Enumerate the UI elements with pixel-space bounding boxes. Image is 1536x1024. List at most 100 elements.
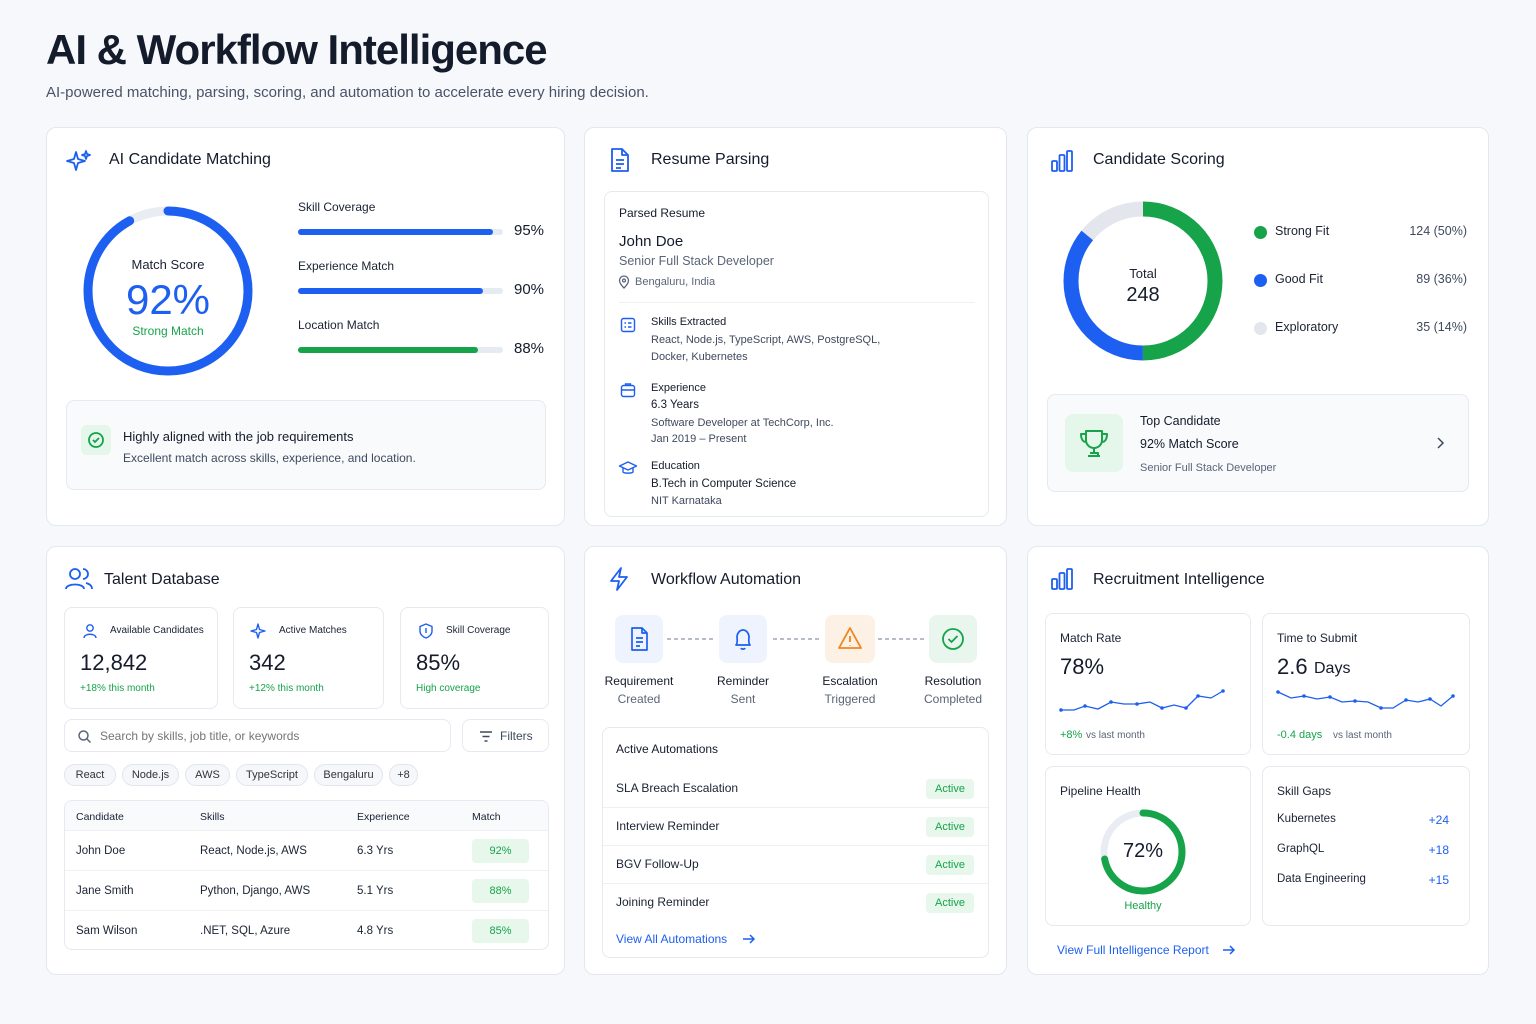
step-label: Resolution xyxy=(924,674,982,688)
match-score-label: Match Score xyxy=(131,257,205,272)
progress-fill xyxy=(298,347,479,353)
match-score-status: Strong Match xyxy=(132,324,204,338)
resume-parsing-card: Resume Parsing Parsed Resume John Doe Se… xyxy=(584,127,1007,526)
column-header: Skills xyxy=(200,811,225,823)
bar-chart-icon xyxy=(1051,150,1073,172)
stat-sub: +18% this month xyxy=(80,683,155,694)
tag-chip[interactable]: Bengaluru xyxy=(314,764,383,786)
skill-gap-value: +15 xyxy=(1428,873,1449,887)
table-row[interactable]: Sam Wilson .NET, SQL, Azure 4.8 Yrs 85% xyxy=(65,911,548,949)
pipeline-value: 72% xyxy=(1122,840,1164,862)
metric-label: Skill Gaps xyxy=(1277,784,1332,798)
column-header: Candidate xyxy=(76,811,124,823)
time-to-submit-card: Time to Submit 2.6 Days -0.4 days vs las… xyxy=(1262,613,1470,755)
tag-chip[interactable]: AWS xyxy=(185,764,230,786)
document-icon xyxy=(615,615,663,663)
card-title: Talent Database xyxy=(104,571,220,588)
bar-value: 88% xyxy=(514,340,545,357)
bar-value: 95% xyxy=(514,222,545,239)
progress-bar xyxy=(298,229,503,235)
automation-row[interactable]: Interview Reminder Active xyxy=(603,808,988,846)
ai-matching-card: AI Candidate Matching Match Score 92% St… xyxy=(46,127,565,526)
automation-row[interactable]: Joining Reminder Active xyxy=(603,884,988,922)
candidate-scoring-card: Candidate Scoring Total 248 Strong Fit 12… xyxy=(1027,127,1489,526)
filter-icon xyxy=(480,731,492,742)
filters-label: Filters xyxy=(500,729,533,743)
stat-active-matches: Active Matches 342 +12% this month xyxy=(233,607,384,709)
user-icon xyxy=(83,624,97,639)
chevron-right-icon[interactable] xyxy=(1434,435,1446,451)
metric-label: Time to Submit xyxy=(1277,631,1358,645)
insight-title: Highly aligned with the job requirements xyxy=(123,429,354,444)
automation-row[interactable]: SLA Breach Escalation Active xyxy=(603,770,988,808)
arrow-right-icon[interactable] xyxy=(742,933,756,945)
card-title: Workflow Automation xyxy=(651,571,801,588)
pipeline-status: Healthy xyxy=(1124,900,1162,912)
status-badge: Active xyxy=(926,779,974,799)
cell-skills: .NET, SQL, Azure xyxy=(200,925,291,937)
cell-skills: Python, Django, AWS xyxy=(200,885,311,897)
page-title: AI & Workflow Intelligence xyxy=(46,26,548,73)
bar-label: Skill Coverage xyxy=(298,200,376,214)
automation-name: Joining Reminder xyxy=(616,895,710,909)
page-subtitle: AI-powered matching, parsing, scoring, a… xyxy=(46,84,649,101)
step-label: Reminder xyxy=(716,674,770,688)
automation-row[interactable]: BGV Follow-Up Active xyxy=(603,846,988,884)
automation-name: SLA Breach Escalation xyxy=(616,781,739,795)
top-candidate-card[interactable]: Top Candidate 92% Match Score Senior Ful… xyxy=(1047,394,1469,492)
candidate-location: Bengaluru, India xyxy=(635,276,716,288)
panel-label: Parsed Resume xyxy=(619,206,706,220)
donut-segment-good-fit xyxy=(1063,201,1223,361)
status-badge: Active xyxy=(926,893,974,913)
filters-button[interactable]: Filters xyxy=(462,719,549,752)
cell-experience: 6.3 Yrs xyxy=(357,845,394,857)
lightning-icon xyxy=(610,567,628,591)
match-badge: 88% xyxy=(472,879,529,903)
insight-desc: Excellent match across skills, experienc… xyxy=(123,451,416,465)
skill-gap-name: Data Engineering xyxy=(1277,873,1366,885)
table-row[interactable]: Jane Smith Python, Django, AWS 5.1 Yrs 88% xyxy=(65,871,548,911)
legend-label: Exploratory xyxy=(1275,320,1339,334)
search-input[interactable] xyxy=(100,727,440,745)
experience-label: Experience xyxy=(651,382,707,394)
match-badge: 92% xyxy=(472,839,529,863)
graduation-cap-icon xyxy=(618,461,638,474)
experience-years: 6.3 Years xyxy=(651,399,699,411)
view-all-automations-link[interactable]: View All Automations xyxy=(616,932,728,946)
card-title: Recruitment Intelligence xyxy=(1093,571,1265,588)
skills-line-1: React, Node.js, TypeScript, AWS, Postgre… xyxy=(651,334,881,346)
skill-gaps-card: Skill Gaps Kubernetes +24 GraphQL +18 Data E… xyxy=(1262,766,1470,926)
search-bar[interactable] xyxy=(64,719,451,752)
arrow-right-icon[interactable] xyxy=(1222,944,1236,956)
legend-value: 89 (36%) xyxy=(1416,272,1467,286)
tag-chip[interactable]: Node.js xyxy=(122,764,179,786)
experience-dates: Jan 2019 – Present xyxy=(651,433,747,445)
workflow-automation-card: Workflow Automation Requirement Created Re… xyxy=(584,546,1007,975)
metric-delta-suffix: vs last month xyxy=(1333,730,1392,741)
tag-more-chip[interactable]: +8 xyxy=(389,764,418,786)
skill-gap-value: +18 xyxy=(1428,843,1449,857)
recruitment-intelligence-card: Recruitment Intelligence Match Rate 78% … xyxy=(1027,546,1489,975)
total-value: 248 xyxy=(1126,284,1160,306)
legend-value: 35 (14%) xyxy=(1416,320,1467,334)
tag-chip[interactable]: TypeScript xyxy=(236,764,308,786)
automation-name: BGV Follow-Up xyxy=(616,857,699,871)
progress-bar xyxy=(298,288,503,294)
shield-icon xyxy=(419,623,433,639)
legend-dot xyxy=(1254,226,1267,239)
total-label: Total xyxy=(1129,266,1157,281)
bell-icon xyxy=(719,615,767,663)
active-automations-title: Active Automations xyxy=(616,742,719,756)
top-candidate-role: Senior Full Stack Developer xyxy=(1140,462,1277,474)
bar-label: Experience Match xyxy=(298,259,395,273)
progress-fill xyxy=(298,229,493,235)
metric-value: 78% xyxy=(1060,654,1105,679)
briefcase-icon xyxy=(620,383,636,398)
view-intelligence-report-link[interactable]: View Full Intelligence Report xyxy=(1057,943,1209,957)
tag-chip[interactable]: React xyxy=(64,764,116,786)
sparkle-icon xyxy=(66,150,91,171)
table-row[interactable]: John Doe React, Node.js, AWS 6.3 Yrs 92% xyxy=(65,831,548,871)
bar-chart-icon xyxy=(1051,568,1073,590)
metric-delta-suffix: vs last month xyxy=(1086,730,1145,741)
column-header: Experience xyxy=(357,811,410,823)
